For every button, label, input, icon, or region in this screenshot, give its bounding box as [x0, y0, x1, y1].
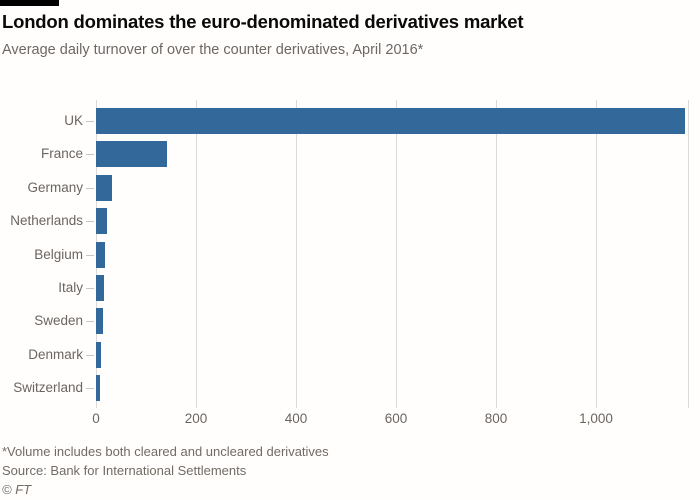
category-label-germany: Germany — [27, 180, 83, 195]
plot-area — [96, 100, 688, 405]
gridline-1184 — [688, 100, 689, 408]
x-tick-label-400: 400 — [284, 411, 308, 426]
bar-france — [96, 141, 167, 167]
bar-belgium — [96, 242, 105, 268]
category-label-italy: Italy — [58, 280, 83, 295]
source-line: Source: Bank for International Settlemen… — [2, 463, 247, 478]
ft-brand-bar — [0, 0, 59, 6]
category-label-netherlands: Netherlands — [10, 213, 83, 228]
chart-title: London dominates the euro-denominated de… — [2, 11, 524, 32]
category-tick-france — [86, 154, 94, 155]
gridline-1000 — [596, 100, 597, 408]
bar-chart: UK France Germany Netherlands Belgium Italy Sw… — [10, 100, 689, 426]
bar-sweden — [96, 308, 103, 334]
footnote-volume: *Volume includes both cleared and unclea… — [2, 444, 329, 459]
category-tick-germany — [86, 188, 94, 189]
bar-uk — [96, 108, 685, 134]
category-label-belgium: Belgium — [34, 247, 83, 262]
ft-copyright: © FT — [2, 482, 32, 497]
bar-netherlands — [96, 208, 107, 234]
category-tick-denmark — [86, 355, 94, 356]
gridline-800 — [496, 100, 497, 408]
category-label-switzerland: Switzerland — [13, 380, 83, 395]
bar-germany — [96, 175, 112, 201]
x-tick-label-800: 800 — [484, 411, 508, 426]
bar-italy — [96, 275, 104, 301]
x-tick-label-200: 200 — [184, 411, 208, 426]
gridline-200 — [196, 100, 197, 408]
category-tick-switzerland — [86, 388, 94, 389]
category-label-france: France — [40, 146, 83, 161]
category-label-sweden: Sweden — [34, 313, 83, 328]
footnotes: *Volume includes both cleared and unclea… — [2, 442, 692, 499]
chart-subtitle: Average daily turnover of over the count… — [2, 42, 424, 58]
category-tick-uk — [86, 121, 94, 122]
category-tick-sweden — [86, 321, 94, 322]
x-tick-label-0: 0 — [92, 411, 100, 426]
category-label-denmark: Denmark — [28, 347, 83, 362]
category-tick-italy — [86, 288, 94, 289]
x-tick-label-600: 600 — [384, 411, 408, 426]
category-tick-netherlands — [86, 221, 94, 222]
x-tick-label-1000: 1,000 — [579, 411, 613, 426]
bar-denmark — [96, 342, 101, 368]
category-tick-belgium — [86, 255, 94, 256]
gridline-600 — [396, 100, 397, 408]
category-label-uk: UK — [64, 113, 83, 128]
gridline-400 — [296, 100, 297, 408]
bar-switzerland — [96, 375, 100, 401]
